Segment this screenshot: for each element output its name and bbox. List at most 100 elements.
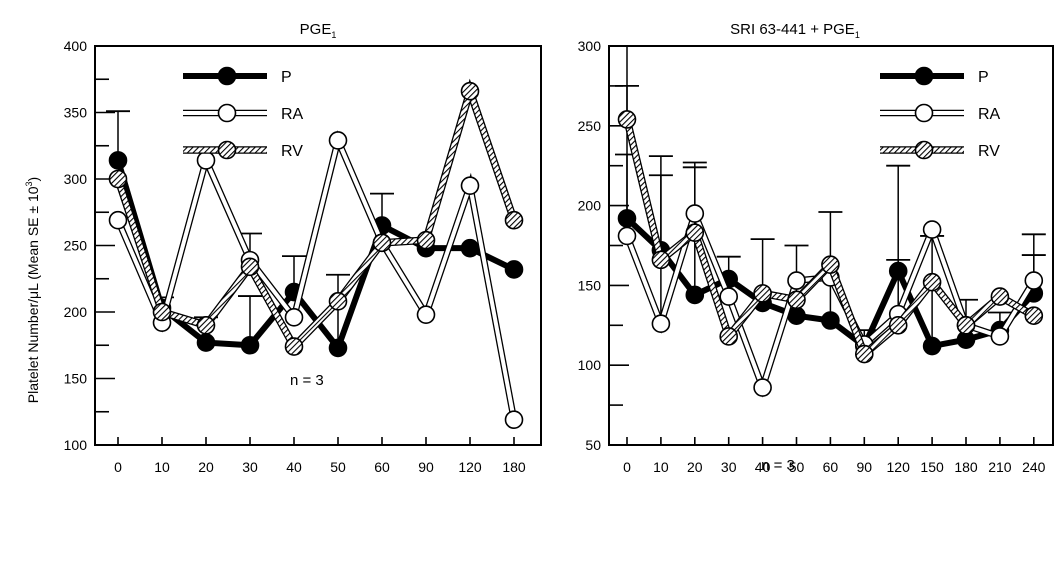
chart-left-series-rv-point — [460, 81, 480, 101]
chart-right-legend-ra-label: RA — [978, 106, 1001, 123]
chart-left-series-p-point — [328, 338, 348, 358]
chart-left-series-rv-point — [372, 233, 392, 253]
chart-left-series-rv-line — [115, 82, 517, 351]
chart-left-x-tick-label: 10 — [154, 459, 170, 475]
chart-right-series-ra-point — [651, 314, 671, 334]
chart-right-x-tick-label: 240 — [1022, 459, 1046, 475]
chart-left-x-tick-label: 90 — [418, 459, 434, 475]
chart-left-series-ra-point — [196, 151, 216, 170]
chart-right-y-tick-label: 100 — [578, 357, 602, 373]
chart-right-series-ra-point — [990, 327, 1010, 346]
chart-left-series-p-point — [196, 333, 216, 352]
chart-left-series-rv-point — [108, 169, 128, 189]
chart-right-y-tick-label: 150 — [578, 277, 602, 293]
chart-right-series-p-point — [922, 336, 942, 356]
chart-left-axes: 100 150 200 250 300 350 400 0 10 20 30 40 50 60 90 120 1… — [64, 38, 526, 475]
chart-right-series-rv-point — [651, 250, 671, 270]
chart-right-series-rv-point — [854, 344, 874, 364]
chart-left-legend: P RA RV — [183, 66, 304, 160]
chart-left-series-ra-line — [116, 134, 516, 421]
chart-right-x-tick-label: 150 — [920, 459, 944, 475]
chart-right-x-tick-label: 10 — [653, 459, 669, 475]
chart-right-x-tick-label: 210 — [988, 459, 1012, 475]
chart-right-y-tick-label: 250 — [578, 118, 602, 134]
chart-right-series-rv-point — [922, 272, 942, 292]
chart-left-series-p-point — [240, 335, 260, 355]
chart-right-series-p-point — [617, 209, 637, 228]
chart-right-series-ra-point — [1024, 271, 1044, 290]
chart-left-legend-ra-label: RA — [281, 106, 304, 123]
chart-right-series-ra-point — [719, 287, 739, 306]
chart-left-x-tick-label: 30 — [242, 459, 258, 475]
chart-left-y-tick-label: 300 — [64, 171, 88, 187]
chart-right-series-ra-point — [685, 204, 705, 223]
chart-left-y-tick-label: 250 — [64, 238, 88, 254]
chart-right-x-tick-label: 30 — [721, 459, 737, 475]
chart-right-x-tick-label: 90 — [857, 459, 873, 475]
chart-right-series-rv-point — [956, 315, 976, 335]
chart-right-x-tick-label: 40 — [755, 459, 771, 475]
chart-right-series-p-point — [685, 285, 705, 305]
chart-right-title: SRI 63-441 + PGE1 — [730, 21, 860, 40]
chart-left-x-tick-label: 120 — [458, 459, 482, 475]
chart-left-series-ra-point — [108, 210, 128, 230]
chart-left: PGE1 Platelet Number/μL (Mean SE ± 103) … — [24, 21, 542, 475]
y-axis-label: Platelet Number/μL (Mean SE ± 103) — [24, 177, 41, 403]
chart-right-legend: P RA RV — [880, 66, 1001, 160]
chart-right-series-rv-point — [1024, 306, 1044, 326]
chart-right-series-rv-point — [753, 284, 772, 303]
chart-right-series-p-point — [821, 311, 840, 330]
chart-right-legend-rv-label: RV — [978, 143, 1000, 160]
chart-right-legend-p-label: P — [978, 69, 989, 86]
chart-right-x-tick-label: 50 — [789, 459, 805, 475]
chart-left-legend-rv-label: RV — [281, 143, 303, 160]
chart-left-x-tick-label: 60 — [374, 459, 390, 475]
chart-left-y-tick-label: 100 — [64, 437, 88, 453]
chart-right-series-rv-point — [685, 223, 705, 243]
chart-left-n-annotation: n = 3 — [290, 372, 324, 389]
chart-left-series-rv-point — [504, 210, 524, 230]
chart-left-series-rv-point — [328, 292, 348, 311]
chart-right-x-tick-label: 180 — [954, 459, 978, 475]
chart-right-x-tick-label: 60 — [823, 459, 839, 475]
chart-left-legend-p-label: P — [281, 69, 292, 86]
chart-right-y-tick-label: 200 — [578, 198, 602, 214]
chart-right-x-tick-label: 0 — [623, 459, 631, 475]
chart-left-x-tick-label: 180 — [502, 459, 526, 475]
chart-left-series-p-point — [504, 260, 524, 279]
chart-right-series-rv-point — [888, 315, 908, 335]
chart-left-legend-rv-marker — [217, 140, 237, 160]
chart-left-series-rv-point — [196, 315, 216, 335]
chart-left-x-tick-label: 0 — [114, 459, 122, 475]
chart-right-series-p-point — [888, 261, 908, 281]
chart-left-series-rv-point — [152, 302, 172, 322]
chart-right-series-rv-point — [719, 327, 739, 346]
chart-left-series-ra-point — [416, 305, 436, 324]
chart-left-series-p-point — [460, 238, 480, 258]
chart-left-series-rv-point — [416, 230, 436, 250]
chart-left-legend-ra-marker — [217, 103, 237, 123]
chart-left-x-tick-label: 20 — [198, 459, 214, 475]
chart-left-title: PGE1 — [300, 21, 337, 40]
chart-left-series-ra-point — [284, 308, 304, 327]
chart-right-series-ra-point — [617, 226, 637, 246]
chart-left-x-tick-label: 50 — [330, 459, 346, 475]
chart-left-lines — [108, 78, 524, 430]
chart-left-series-rv-point — [240, 257, 260, 277]
chart-right-legend-p-marker — [914, 66, 934, 86]
chart-left-series-p-point — [108, 151, 128, 170]
chart-right-series-ra-point — [753, 378, 772, 397]
chart-right-y-tick-label: 300 — [578, 38, 602, 54]
chart-left-series-rv-point — [284, 337, 304, 356]
chart-right-y-tick-label: 50 — [585, 437, 601, 453]
chart-right-n-annotation: n = 3 — [761, 457, 795, 474]
chart-left-y-tick-label: 400 — [64, 38, 88, 54]
chart-left-series-ra-point — [328, 131, 348, 150]
chart-right-legend-rv-marker — [914, 140, 934, 160]
chart-left-y-tick-label: 350 — [64, 105, 88, 121]
chart-right-lines — [617, 110, 1044, 398]
chart-right-series-rv-point — [617, 110, 637, 129]
chart-right-x-tick-label: 120 — [887, 459, 911, 475]
chart-left-x-tick-label: 40 — [286, 459, 302, 475]
